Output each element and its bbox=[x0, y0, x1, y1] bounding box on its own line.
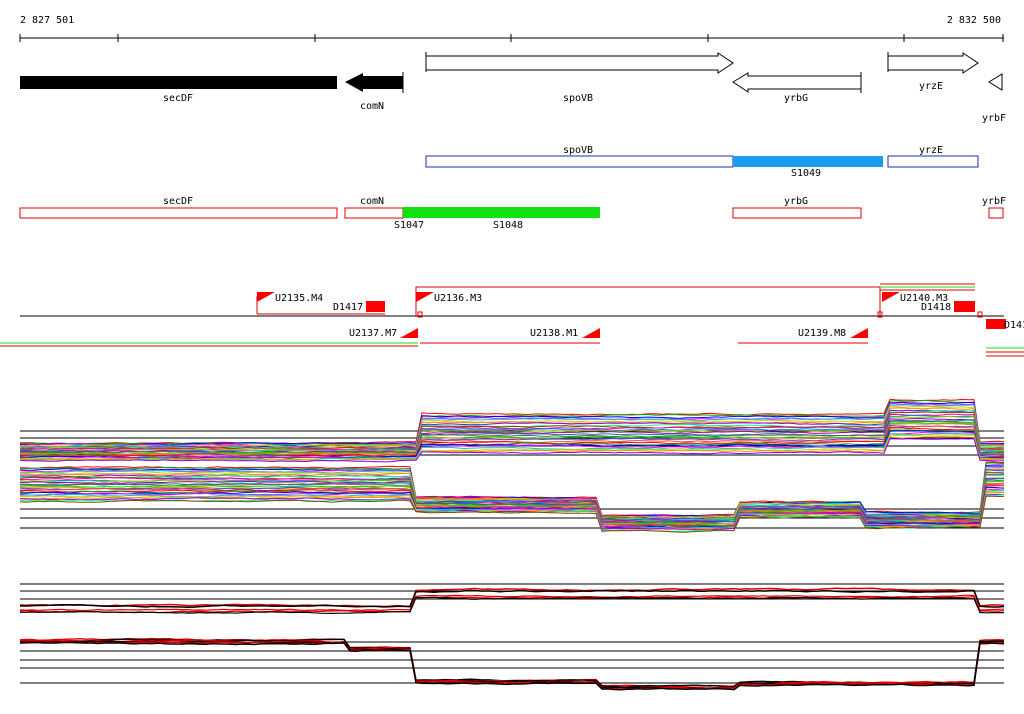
operon-track-minus: secDF comN S1047 S1048 yrbG yrbF bbox=[19, 196, 1006, 231]
gene-label: yrbF bbox=[982, 113, 1006, 124]
upstream-U2135.M4[interactable]: U2135.M4 bbox=[257, 292, 323, 304]
operon-yrbF[interactable]: yrbF bbox=[982, 196, 1006, 219]
gene-track: secDF comN spoVB yrbG yrzE yrbF bbox=[20, 52, 1006, 124]
gene-yrbF[interactable]: yrbF bbox=[982, 73, 1006, 124]
coordinate-ruler: 2 827 501 2 832 500 bbox=[19, 15, 1004, 42]
gene-secDF[interactable]: secDF bbox=[20, 76, 337, 104]
ruler-ticks bbox=[19, 34, 1004, 42]
gene-yrbG[interactable]: yrbG bbox=[732, 72, 862, 104]
operon-label: yrbG bbox=[784, 196, 808, 207]
promoter-label: U2135.M4 bbox=[275, 293, 323, 304]
downstream-D1418[interactable]: D1418 bbox=[921, 301, 975, 313]
end-coordinate: 2 832 500 bbox=[947, 15, 1001, 26]
gene-label: yrzE bbox=[919, 81, 943, 92]
gene-label: comN bbox=[360, 101, 384, 112]
operon-label: spoVB bbox=[563, 145, 593, 156]
promoter-label: U2137.M7 bbox=[349, 328, 397, 339]
gene-label: yrbG bbox=[784, 93, 808, 104]
operon-comN[interactable]: comN bbox=[344, 196, 404, 219]
gene-comN[interactable]: comN bbox=[345, 72, 404, 112]
downstream-D141[interactable]: D141 bbox=[986, 319, 1024, 331]
terminator-label: D141 bbox=[1004, 320, 1024, 331]
summary-profile-plus bbox=[19, 583, 1005, 615]
segment-label: S1049 bbox=[791, 168, 821, 179]
segment-S1047-S1048[interactable]: S1047 S1048 bbox=[394, 207, 600, 231]
operon-label: yrzE bbox=[919, 145, 943, 156]
gene-label: spoVB bbox=[563, 93, 593, 104]
promoter-track: U2135.M4 U2136.M3 U2140.M3 D1417 D1418 U… bbox=[0, 283, 1024, 357]
operon-yrbG[interactable]: yrbG bbox=[732, 196, 862, 219]
upstream-U2140.M3[interactable]: U2140.M3 bbox=[882, 292, 948, 304]
terminator-label: D1418 bbox=[921, 302, 951, 313]
operon-yrzE[interactable]: yrzE bbox=[887, 145, 979, 168]
gene-yrzE[interactable]: yrzE bbox=[887, 52, 979, 92]
upstream-U2138.M1[interactable]: U2138.M1 bbox=[530, 328, 600, 339]
upstream-U2137.M7[interactable]: U2137.M7 bbox=[349, 328, 418, 339]
promoter-label: U2140.M3 bbox=[900, 293, 948, 304]
promoter-label: U2138.M1 bbox=[530, 328, 578, 339]
gene-spoVB[interactable]: spoVB bbox=[425, 52, 734, 104]
downstream-D1417[interactable]: D1417 bbox=[333, 301, 385, 313]
operon-spoVB[interactable]: spoVB bbox=[425, 145, 734, 168]
operon-label: comN bbox=[360, 196, 384, 207]
operon-track-plus: spoVB S1049 yrzE bbox=[425, 145, 979, 179]
terminator-label: D1417 bbox=[333, 302, 363, 313]
operon-secDF[interactable]: secDF bbox=[19, 196, 338, 219]
upstream-U2139.M8[interactable]: U2139.M8 bbox=[798, 328, 868, 339]
segment-S1049[interactable]: S1049 bbox=[733, 156, 883, 179]
start-coordinate: 2 827 501 bbox=[20, 15, 74, 26]
operon-label: secDF bbox=[163, 196, 193, 207]
expression-profile-minus bbox=[19, 461, 1005, 533]
segment-label-S1047: S1047 bbox=[394, 220, 424, 231]
expression-profile-plus bbox=[19, 398, 1005, 463]
segment-label-S1048: S1048 bbox=[493, 220, 523, 231]
operon-label: yrbF bbox=[982, 196, 1006, 207]
upstream-U2136.M3[interactable]: U2136.M3 bbox=[416, 292, 482, 304]
gene-label: secDF bbox=[163, 93, 193, 104]
promoter-label: U2136.M3 bbox=[434, 293, 482, 304]
summary-profile-minus bbox=[19, 637, 1005, 691]
promoter-label: U2139.M8 bbox=[798, 328, 846, 339]
